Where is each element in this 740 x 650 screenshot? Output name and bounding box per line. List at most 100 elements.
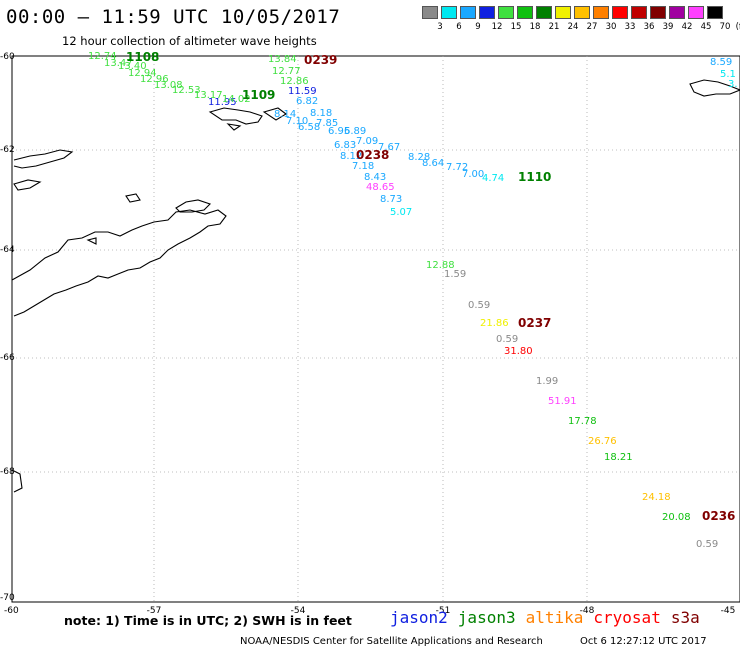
legend-swatch (536, 6, 552, 19)
coastline-antarctic-peninsula (11, 209, 227, 317)
longitude-tick: -60 (4, 606, 19, 616)
wave-height-value: 8.73 (380, 194, 402, 205)
wave-height-value: 18.21 (604, 452, 633, 463)
coastline-island-b (125, 193, 141, 203)
satellite-name: jason2 (390, 608, 448, 627)
coastline-west-edge (11, 469, 23, 493)
wave-height-value: 13.17 (194, 90, 223, 101)
coastline-small-isle (86, 237, 97, 245)
legend-label: 18 (529, 22, 541, 32)
legend-label: 6 (456, 22, 462, 32)
wave-height-value: 3. (728, 79, 738, 90)
latitude-tick: -60 (0, 52, 15, 62)
credit-text: NOAA/NESDIS Center for Satellite Applica… (240, 636, 543, 647)
wave-height-value: 8.18 (310, 108, 332, 119)
wave-height-value: 11.95 (208, 97, 237, 108)
legend-label: 30 (605, 22, 617, 32)
legend-label: 36 (643, 22, 655, 32)
legend-swatch (441, 6, 457, 19)
wave-height-value: 12.96 (140, 74, 169, 85)
wave-height-value: 7.09 (356, 136, 378, 147)
wave-height-value: 0.59 (468, 300, 490, 311)
wave-height-value: 8.14 (274, 109, 296, 120)
wave-height-value: 6.58 (298, 122, 320, 133)
latitude-tick: -68 (0, 467, 15, 477)
legend-swatch (669, 6, 685, 19)
wave-height-value: 8.59 (710, 57, 732, 68)
pass-label: 1108 (126, 50, 159, 64)
wave-height-value: 13.40 (118, 61, 147, 72)
coastline-island-a (13, 179, 42, 191)
legend-label: 33 (624, 22, 636, 32)
wave-height-value: 12.53 (172, 85, 201, 96)
wave-height-value: 17.78 (568, 416, 597, 427)
wave-height-value: 6.82 (296, 96, 318, 107)
pass-label: 1109 (242, 88, 275, 102)
wave-height-value: 6.95 (328, 126, 350, 137)
legend-label: 15 (510, 22, 522, 32)
wave-height-value: 6.83 (334, 140, 356, 151)
legend-label: 42 (681, 22, 693, 32)
satellite-name: jason3 (457, 608, 516, 627)
legend-swatch (479, 6, 495, 19)
longitude-tick: -45 (721, 606, 736, 616)
wave-height-value: 7.18 (352, 161, 374, 172)
legend-swatch (631, 6, 647, 19)
wave-height-value: 7.10 (286, 116, 308, 127)
coastline-island-c (208, 107, 263, 125)
coastline-island-e (226, 123, 242, 131)
legend-swatch (498, 6, 514, 19)
wave-height-measurements: 12.7413.4713.4012.9412.9613.0812.5313.17… (88, 51, 738, 550)
wave-height-value: 12.74 (88, 51, 117, 62)
wave-height-value: 48.65 (366, 182, 395, 193)
wave-height-value: 20.08 (662, 512, 691, 523)
wave-height-value: 0.59 (496, 334, 518, 345)
legend-swatch (460, 6, 476, 19)
wave-height-value: 8.64 (422, 158, 444, 169)
wave-height-value: 21.86 (480, 318, 509, 329)
wave-height-value: 12.88 (426, 260, 455, 271)
legend-swatch (574, 6, 590, 19)
wave-height-value: 7.00 (462, 169, 484, 180)
legend-swatch (612, 6, 628, 19)
longitude-tick: -57 (147, 606, 162, 616)
wave-height-value: 13.47 (104, 58, 133, 69)
satellite-name: s3a (670, 608, 700, 627)
legend-label: 39 (662, 22, 674, 32)
wave-height-value: 1.59 (444, 269, 466, 280)
latitude-tick: -70 (0, 593, 15, 603)
wave-height-value: 24.18 (642, 492, 671, 503)
wave-height-value: 14.02 (222, 94, 251, 105)
legend-label: 9 (475, 22, 481, 32)
longitude-tick: -51 (436, 606, 451, 616)
wave-height-value: 6.89 (344, 126, 366, 137)
lat-lon-grid (12, 56, 740, 602)
longitude-tick: -54 (291, 606, 306, 616)
legend-swatch (555, 6, 571, 19)
latitude-tick-labels: -60 -62 -64 -66 -68 -70 (0, 52, 15, 603)
coastline-south-shetland-2 (175, 199, 212, 213)
legend-swatch (593, 6, 609, 19)
legend-swatch (650, 6, 666, 19)
wave-height-value: 8.43 (364, 172, 386, 183)
units-note: note: 1) Time is in UTC; 2) SWH is in fe… (64, 613, 352, 628)
wave-height-value: 5.1 (720, 69, 736, 80)
pass-label: 0237 (518, 316, 551, 330)
wave-height-value: 11.59 (288, 86, 317, 97)
wave-height-value: 7.67 (378, 142, 400, 153)
wave-height-value: 31.80 (504, 346, 533, 357)
coastline-south-shetland-1 (13, 149, 74, 169)
page-subtitle: 12 hour collection of altimeter wave hei… (62, 34, 317, 48)
longitude-tick-labels: -60 -57 -54 -51 -48 -45 (4, 606, 735, 616)
legend-label: 3 (437, 22, 443, 32)
wave-height-value: 13.08 (154, 80, 183, 91)
pass-label: 0236 (702, 509, 735, 523)
wave-height-value: 7.72 (446, 162, 468, 173)
generated-timestamp: Oct 6 12:27:12 UTC 2017 (580, 636, 707, 647)
coastlines (11, 79, 740, 493)
page-title: 00:00 – 11:59 UTC 10/05/2017 (6, 6, 341, 28)
legend-swatch (517, 6, 533, 19)
legend-label: 27 (586, 22, 598, 32)
coastline-island-d (262, 107, 287, 121)
legend-label: 70 (719, 22, 731, 32)
